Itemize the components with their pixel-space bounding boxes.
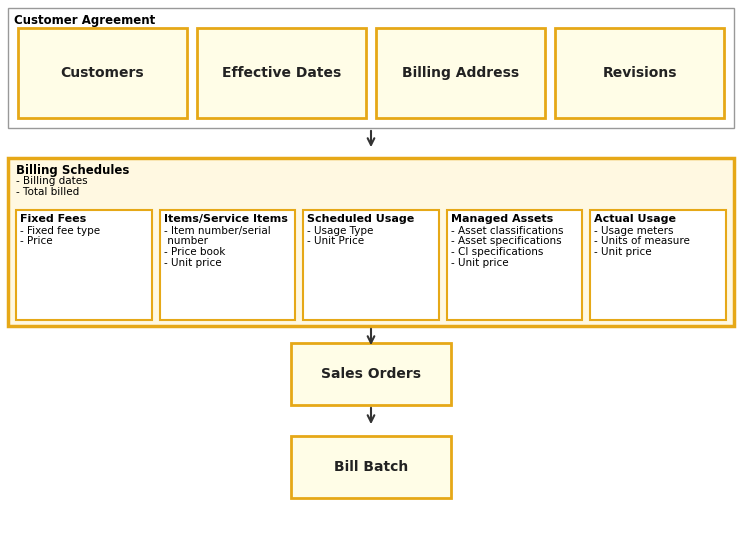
Text: Billing Address: Billing Address bbox=[402, 66, 519, 80]
Text: - CI specifications: - CI specifications bbox=[451, 247, 543, 257]
Bar bbox=[16, 210, 151, 320]
Text: Revisions: Revisions bbox=[603, 66, 677, 80]
Text: - Price book: - Price book bbox=[163, 247, 225, 257]
Bar bbox=[291, 343, 451, 405]
Text: Actual Usage: Actual Usage bbox=[594, 214, 677, 224]
Text: Effective Dates: Effective Dates bbox=[222, 66, 341, 80]
Text: number: number bbox=[163, 237, 208, 247]
Text: Fixed Fees: Fixed Fees bbox=[20, 214, 86, 224]
Text: - Asset classifications: - Asset classifications bbox=[451, 226, 563, 236]
Bar bbox=[8, 158, 734, 326]
Text: Bill Batch: Bill Batch bbox=[334, 460, 408, 474]
Text: - Asset specifications: - Asset specifications bbox=[451, 237, 562, 247]
Bar bbox=[591, 210, 726, 320]
Bar bbox=[18, 28, 187, 118]
Text: - Billing dates: - Billing dates bbox=[16, 176, 88, 186]
Text: Scheduled Usage: Scheduled Usage bbox=[307, 214, 415, 224]
Text: - Total billed: - Total billed bbox=[16, 187, 79, 197]
Text: Sales Orders: Sales Orders bbox=[321, 367, 421, 381]
Text: Billing Schedules: Billing Schedules bbox=[16, 164, 129, 177]
Text: - Price: - Price bbox=[20, 237, 53, 247]
Text: Customer Agreement: Customer Agreement bbox=[14, 14, 155, 27]
Text: - Unit Price: - Unit Price bbox=[307, 237, 364, 247]
Bar bbox=[303, 210, 439, 320]
Bar bbox=[376, 28, 545, 118]
Text: - Item number/serial: - Item number/serial bbox=[163, 226, 270, 236]
Bar bbox=[291, 436, 451, 498]
Text: Items/Service Items: Items/Service Items bbox=[163, 214, 287, 224]
Text: Managed Assets: Managed Assets bbox=[451, 214, 553, 224]
Bar bbox=[447, 210, 582, 320]
Text: - Fixed fee type: - Fixed fee type bbox=[20, 226, 100, 236]
Text: - Unit price: - Unit price bbox=[451, 257, 508, 267]
Text: - Unit price: - Unit price bbox=[594, 247, 652, 257]
Bar bbox=[555, 28, 724, 118]
Text: - Unit price: - Unit price bbox=[163, 257, 221, 267]
Text: - Units of measure: - Units of measure bbox=[594, 237, 690, 247]
Bar bbox=[197, 28, 366, 118]
Text: Customers: Customers bbox=[61, 66, 144, 80]
Text: - Usage Type: - Usage Type bbox=[307, 226, 373, 236]
Text: - Usage meters: - Usage meters bbox=[594, 226, 674, 236]
Bar bbox=[160, 210, 295, 320]
Bar bbox=[8, 8, 734, 128]
